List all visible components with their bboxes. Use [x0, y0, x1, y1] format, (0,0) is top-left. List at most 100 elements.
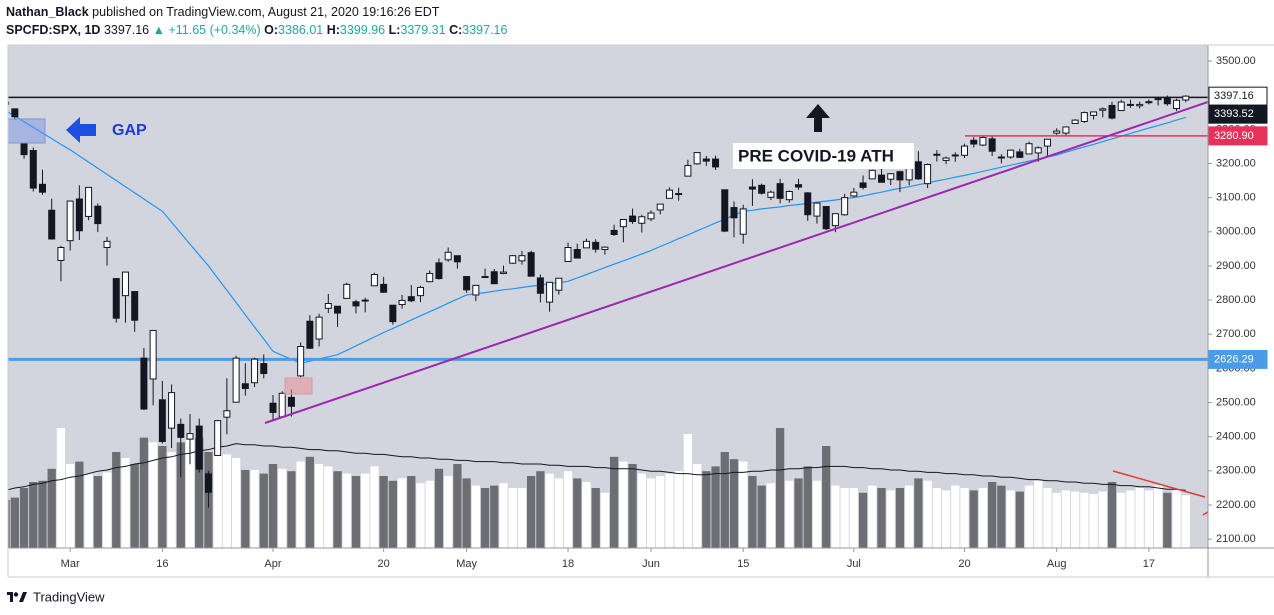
candle-body [804, 192, 812, 216]
volume-bar [822, 446, 831, 548]
y-tick-label: 2200.00 [1216, 499, 1256, 511]
up-arrow [806, 104, 830, 132]
candle-body [1154, 98, 1162, 101]
volume-bar [167, 452, 176, 548]
candle-body [398, 299, 406, 306]
x-tick-label: May [456, 558, 477, 570]
volume-bar [563, 471, 573, 548]
candle-body [647, 212, 655, 220]
candle-body [1053, 130, 1061, 134]
candle-body [1007, 149, 1015, 158]
candle-body [1090, 111, 1098, 116]
candle-body [223, 410, 231, 418]
volume-bar [702, 471, 711, 548]
candle-body [85, 186, 93, 217]
x-tick-label: 16 [156, 558, 168, 570]
x-tick-label: Mar [61, 558, 80, 570]
volume-bar [1107, 482, 1117, 548]
published: published on TradingView.com, August 21,… [92, 5, 440, 19]
volume-bar [342, 473, 351, 548]
candle-body [887, 173, 895, 180]
volume-bar [803, 466, 812, 548]
candle-body [730, 207, 738, 219]
volume-bar [582, 482, 591, 548]
volume-bar [278, 468, 287, 548]
candle-body [776, 183, 784, 199]
volume-bar [480, 488, 490, 548]
volume-bar [29, 482, 38, 548]
candle-body [389, 304, 397, 323]
price-label: 3280.90 [1214, 130, 1254, 142]
volume-bar [434, 468, 444, 548]
volume-trendline [1112, 470, 1206, 498]
x-tick-label: 17 [1143, 558, 1155, 570]
candle-body [177, 423, 185, 438]
volume-bar [351, 476, 361, 548]
candle-body [1145, 101, 1153, 104]
ma-line [8, 111, 1186, 364]
candle-body [57, 246, 65, 261]
candle-body [693, 152, 701, 165]
candle-body [518, 255, 526, 262]
candle-body [444, 251, 452, 261]
volume-bar [665, 473, 674, 548]
volume-bar [324, 466, 333, 548]
volume-bar [130, 464, 139, 548]
volume-bar [1089, 494, 1098, 548]
volume-bar [600, 492, 610, 548]
candle-body [979, 137, 987, 146]
x-tick-label: 20 [378, 558, 390, 570]
volume-bar [148, 442, 158, 548]
candle-body [619, 218, 627, 228]
candle-body [536, 277, 544, 294]
axes: 2100.002200.002300.002400.002500.002600.… [61, 55, 1268, 570]
candle-body [582, 240, 590, 249]
volume-bar [914, 478, 923, 548]
volume-bar [517, 488, 527, 548]
candle-body [48, 209, 56, 240]
candle-body [269, 402, 277, 413]
candle-body [472, 284, 480, 296]
candle-body [1108, 104, 1116, 119]
candle-body [601, 246, 609, 251]
candle-body [868, 169, 876, 180]
volume-bar [241, 470, 250, 548]
volume-bar [637, 473, 646, 548]
x-tick-label: 20 [958, 558, 970, 570]
volume-bar [831, 485, 840, 548]
volume-bar [158, 446, 167, 548]
volume-bar [978, 488, 988, 548]
volume-bar [425, 480, 434, 548]
ath-label: PRE COVID-19 ATH [738, 146, 894, 165]
volume-bar [591, 488, 600, 548]
volume-bar [388, 480, 397, 548]
candle-body [1025, 143, 1033, 155]
candle-body [850, 191, 858, 197]
volume-bar [185, 440, 195, 548]
candle-body [1062, 126, 1070, 134]
volume-bar [775, 428, 785, 548]
volume-bar [609, 456, 619, 548]
candle-body [204, 473, 212, 493]
price-label: 3397.16 [1214, 90, 1254, 102]
y-tick-label: 2500.00 [1216, 396, 1256, 408]
candle-body [370, 273, 378, 287]
candle-body [1071, 119, 1079, 125]
ohlc-value: 3386.01 [278, 23, 324, 37]
volume-bar [720, 452, 729, 548]
volume-bar [195, 437, 204, 548]
volume-bar [1052, 492, 1061, 548]
volume-bar [471, 485, 480, 548]
volume-bar [905, 485, 914, 548]
header-line: Nathan_Black published on TradingView.co… [6, 3, 507, 21]
x-tick-label: Jun [642, 558, 660, 570]
volume-bar [545, 473, 554, 548]
ohlc-value: 3399.96 [339, 23, 386, 37]
candle-body [795, 184, 803, 188]
candle-body [1163, 97, 1171, 105]
volume-bar [1135, 488, 1144, 548]
volume-pane [8, 428, 1190, 548]
volume-bar [75, 461, 84, 548]
price-label: 3393.52 [1214, 108, 1254, 120]
